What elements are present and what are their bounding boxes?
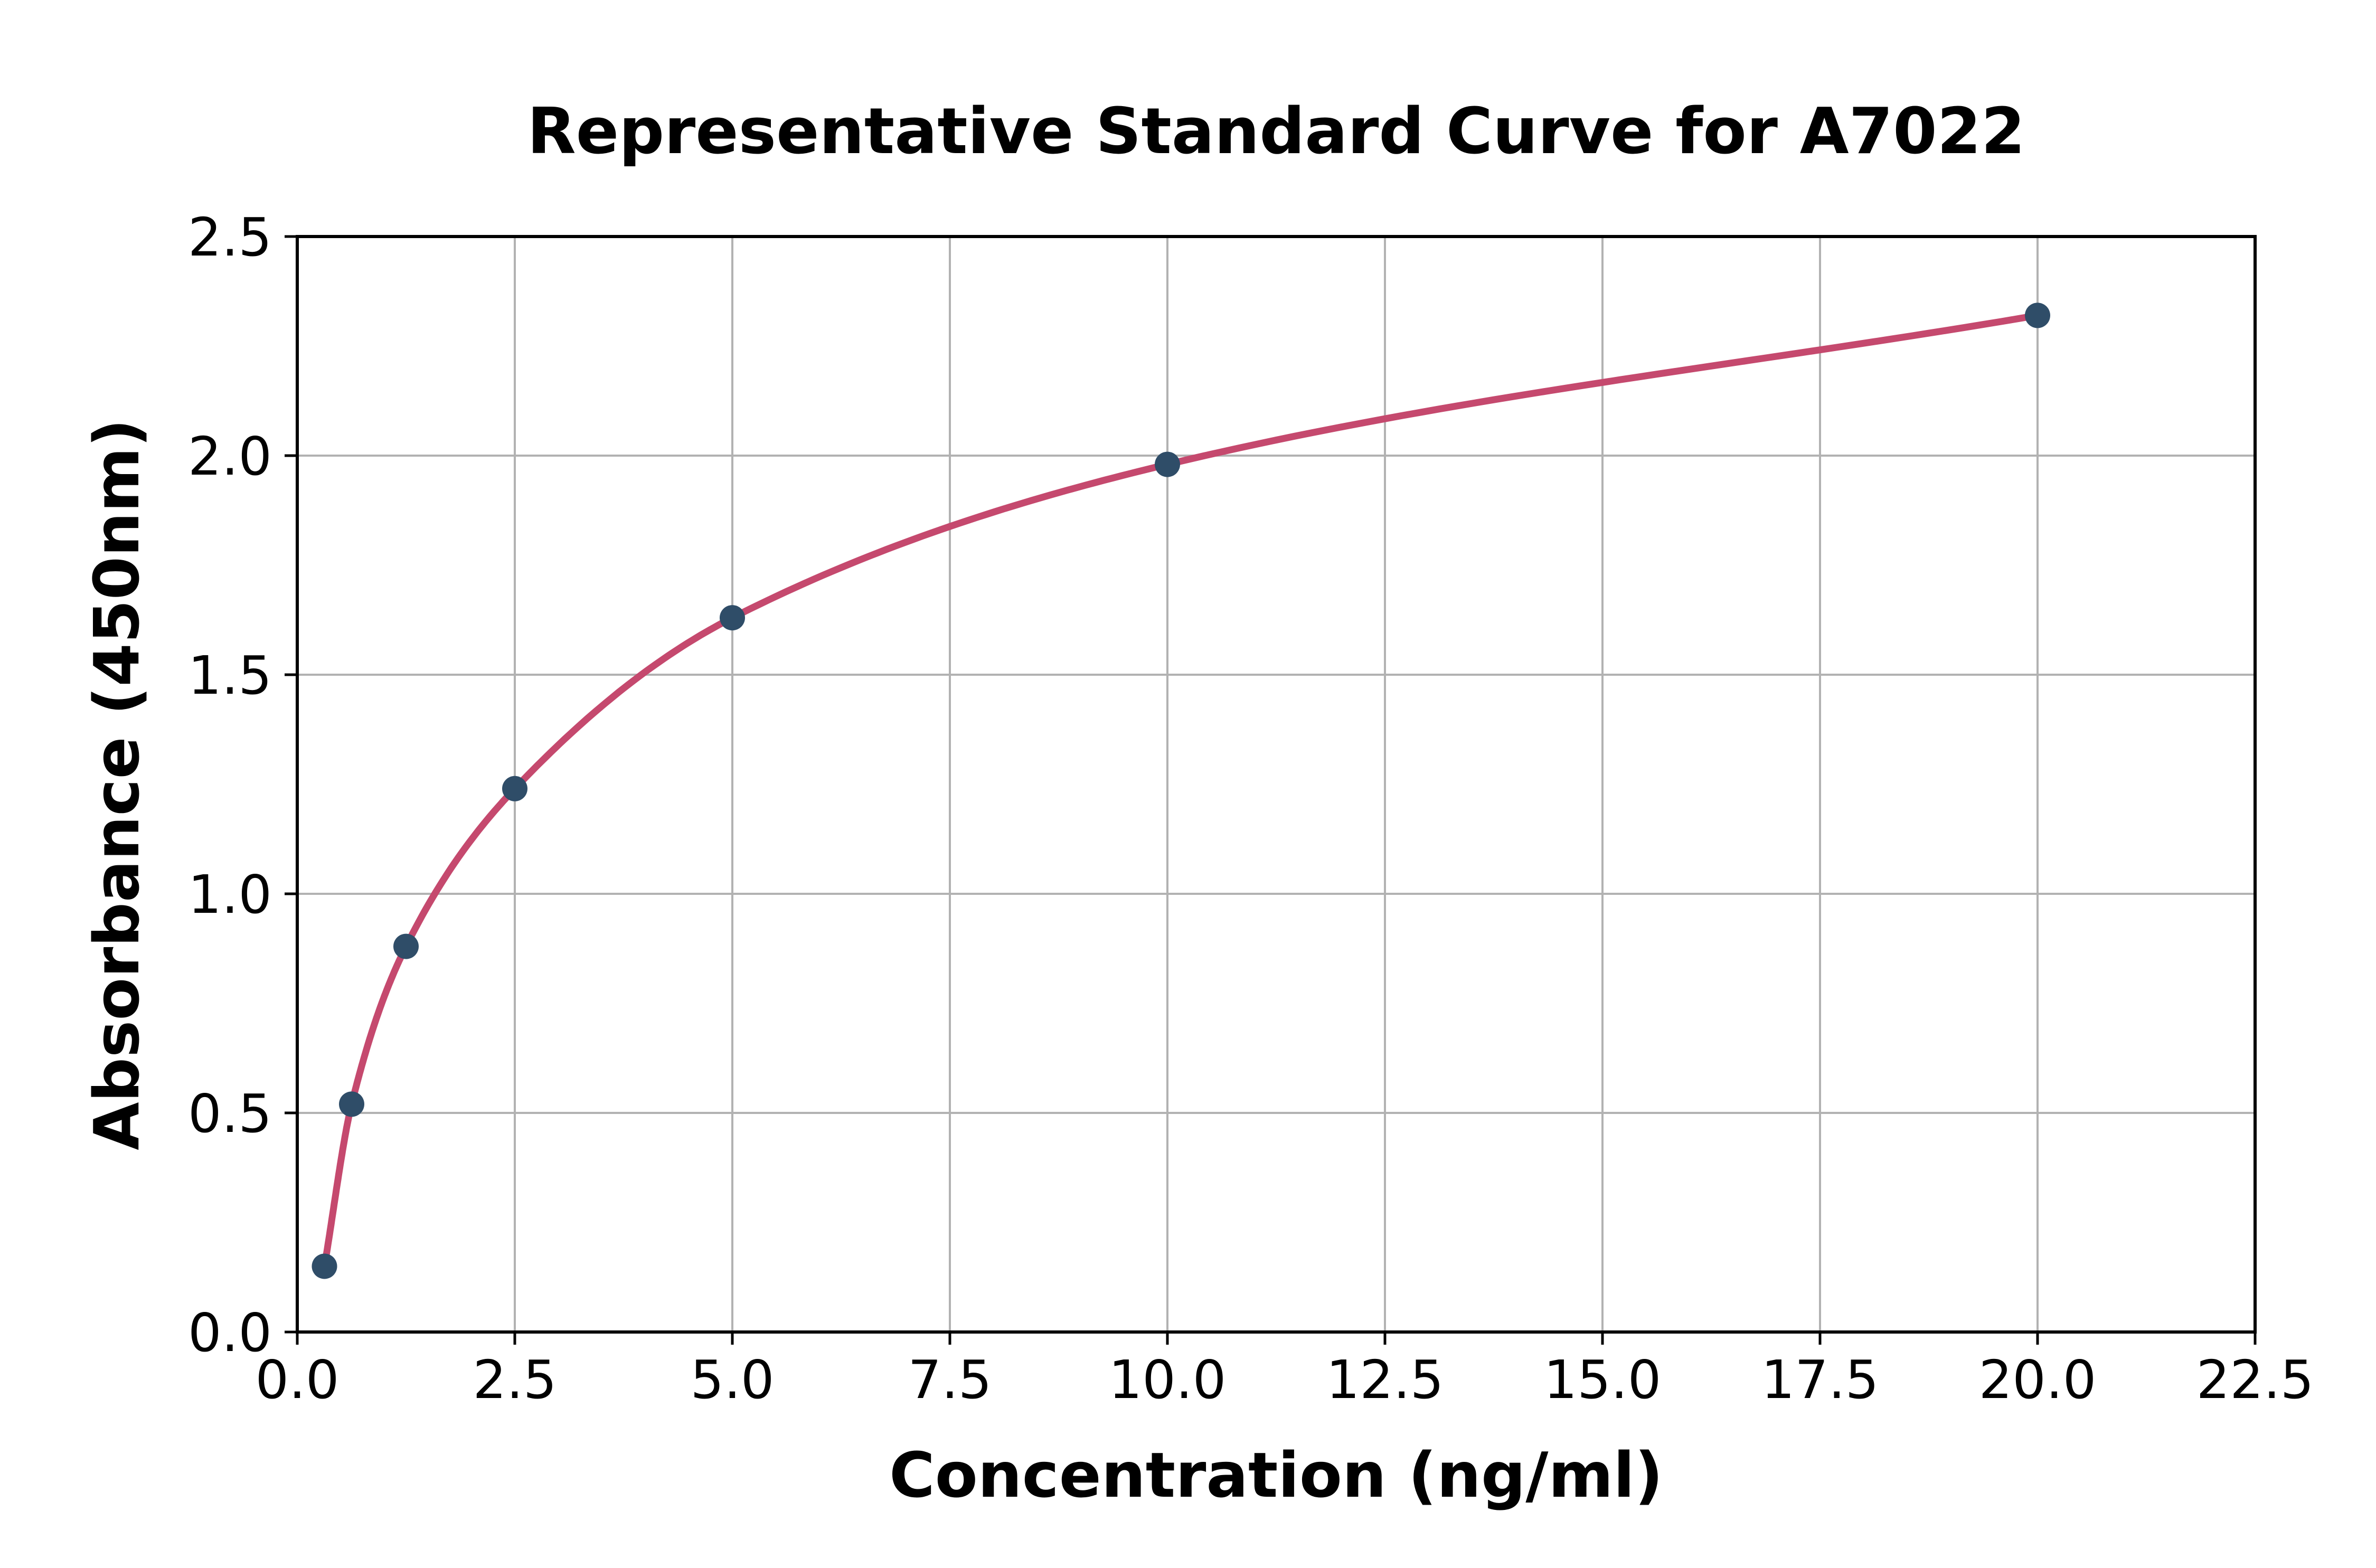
y-tick-label: 0.5 bbox=[188, 1083, 272, 1145]
x-tick-label: 5.0 bbox=[690, 1349, 774, 1411]
data-point-marker bbox=[393, 933, 419, 959]
data-point-marker bbox=[339, 1091, 364, 1117]
y-tick-label: 2.5 bbox=[188, 206, 272, 268]
gridlines bbox=[297, 237, 2255, 1332]
x-axis-label: Concentration (ng/ml) bbox=[889, 1439, 1663, 1512]
x-tick-label: 0.0 bbox=[255, 1349, 339, 1411]
x-axis-tick-labels: 0.0 2.5 5.0 7.5 10.0 12.5 15.0 17.5 20.0 22.5 bbox=[255, 1349, 2314, 1411]
y-tick-label: 1.5 bbox=[188, 645, 272, 706]
x-tick-label: 17.5 bbox=[1761, 1349, 1879, 1411]
x-tick-label: 15.0 bbox=[1544, 1349, 1662, 1411]
x-tick-label: 10.0 bbox=[1109, 1349, 1227, 1411]
x-tick-label: 22.5 bbox=[2196, 1349, 2314, 1411]
y-axis-tick-labels: 0.0 0.5 1.0 1.5 2.0 2.5 bbox=[188, 206, 272, 1364]
plot-border bbox=[296, 235, 2257, 1334]
x-tick-label: 20.0 bbox=[1979, 1349, 2097, 1411]
data-point-marker bbox=[720, 605, 745, 631]
y-tick-label: 1.0 bbox=[188, 864, 272, 925]
y-axis-label: Absorbance (450nm) bbox=[80, 419, 153, 1150]
data-point-marker bbox=[1155, 451, 1180, 477]
data-point-marker bbox=[502, 776, 527, 801]
data-point-marker bbox=[312, 1253, 337, 1279]
data-points bbox=[312, 303, 2050, 1279]
x-tick-label: 7.5 bbox=[908, 1349, 992, 1411]
x-tick-label: 2.5 bbox=[473, 1349, 557, 1411]
y-tick-label: 0.0 bbox=[188, 1302, 272, 1364]
chart-title: Representative Standard Curve for A7022 bbox=[527, 95, 2025, 168]
standard-curve-line bbox=[321, 311, 2041, 1270]
data-point-marker bbox=[2025, 303, 2050, 328]
y-tick-label: 2.0 bbox=[188, 426, 272, 487]
x-tick-label: 12.5 bbox=[1326, 1349, 1444, 1411]
axis-ticks bbox=[285, 235, 2257, 1345]
